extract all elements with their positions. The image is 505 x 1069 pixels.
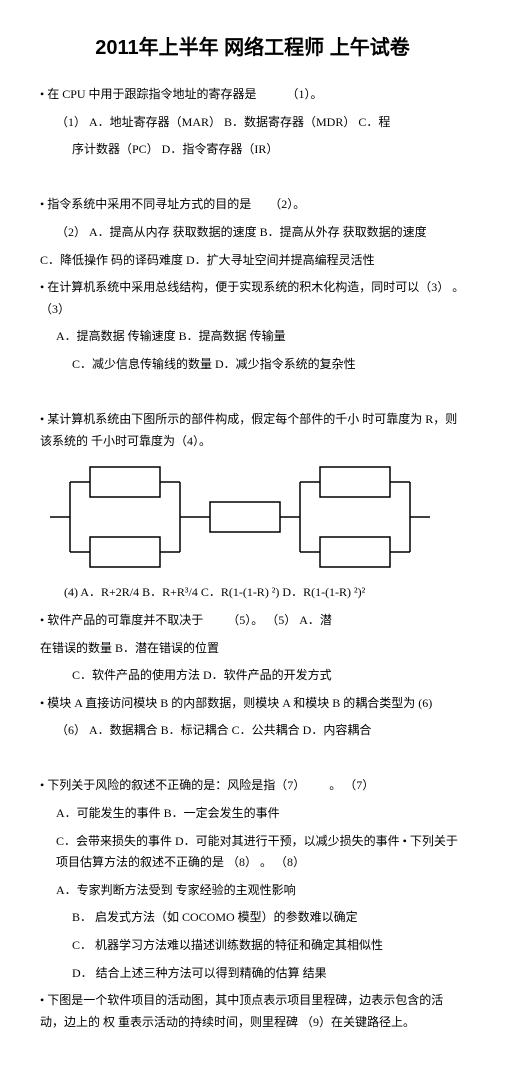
reliability-diagram <box>50 462 465 572</box>
q8-opt-a: A．专家判断方法受到 专家经验的主观性影响 <box>40 880 465 902</box>
q5-blank: （5）。 （5） A．潜 <box>227 613 332 627</box>
q1-options-2: 序计数器（PC） D．指令寄存器（IR） <box>40 139 465 161</box>
q2-options-2: C．降低操作 码的译码难度 D．扩大寻址空间并提高编程灵活性 <box>40 250 465 272</box>
q6-options: （6） A．数据耦合 B．标记耦合 C．公共耦合 D．内容耦合 <box>40 720 465 742</box>
q1-blank: （1）。 <box>287 87 323 101</box>
q8-opt-d: D． 结合上述三种方法可以得到精确的估算 结果 <box>40 963 465 985</box>
q2-blank: （2）。 <box>269 197 305 211</box>
q7-stem: • 下列关于风险的叙述不正确的是：风险是指（7） <box>40 778 305 792</box>
q4-options: (4) A．R+2R/4 B．R+R³/4 C．R(1-(1-R) ²) D．R… <box>40 582 465 604</box>
question-2: • 指令系统中采用不同寻址方式的目的是 （2）。 <box>40 194 465 216</box>
q3-options-1: A．提高数据 传输速度 B．提高数据 传输量 <box>40 326 465 348</box>
question-5: • 软件产品的可靠度并不取决于 （5）。 （5） A．潜 <box>40 610 465 632</box>
question-4: • 某计算机系统由下图所示的部件构成，假定每个部件的千小 时可靠度为 R，则该系… <box>40 409 465 452</box>
q2-stem: • 指令系统中采用不同寻址方式的目的是 <box>40 197 251 211</box>
q5-options-1: 在错误的数量 B．潜在错误的位置 <box>40 638 465 660</box>
question-9: • 下图是一个软件项目的活动图，其中顶点表示项目里程碑，边表示包含的活 动，边上… <box>40 990 465 1033</box>
q1-stem: • 在 CPU 中用于跟踪指令地址的寄存器是 <box>40 87 257 101</box>
q8-opt-b: B． 启发式方法（如 COCOMO 模型）的参数难以确定 <box>40 907 465 929</box>
question-3: • 在计算机系统中采用总线结构，便于实现系统的积木化构造，同时可以（3） 。 （… <box>40 277 465 320</box>
question-7: • 下列关于风险的叙述不正确的是：风险是指（7） 。 （7） <box>40 775 465 797</box>
q7-options-2: C．会带来损失的事件 D．可能对其进行干预，以减少损失的事件 • 下列关于项目估… <box>40 831 465 874</box>
q8-opt-c: C． 机器学习方法难以描述训练数据的特征和确定其相似性 <box>40 935 465 957</box>
q7-blank: 。 （7） <box>329 778 374 792</box>
question-6: • 模块 A 直接访问模块 B 的内部数据，则模块 A 和模块 B 的耦合类型为… <box>40 693 465 715</box>
q7-options-1: A．可能发生的事件 B．一定会发生的事件 <box>40 803 465 825</box>
q3-options-2: C．减少信息传输线的数量 D．减少指令系统的复杂性 <box>40 354 465 376</box>
q5-stem: • 软件产品的可靠度并不取决于 <box>40 613 203 627</box>
page-title: 2011年上半年 网络工程师 上午试卷 <box>40 30 465 66</box>
question-1: • 在 CPU 中用于跟踪指令地址的寄存器是 （1）。 <box>40 84 465 106</box>
q1-options-1: （1） A．地址寄存器（MAR） B．数据寄存器（MDR） C．程 <box>40 112 465 134</box>
q5-options-2: C．软件产品的使用方法 D．软件产品的开发方式 <box>40 665 465 687</box>
q2-options-1: （2） A．提高从内存 获取数据的速度 B．提高从外存 获取数据的速度 <box>40 222 465 244</box>
